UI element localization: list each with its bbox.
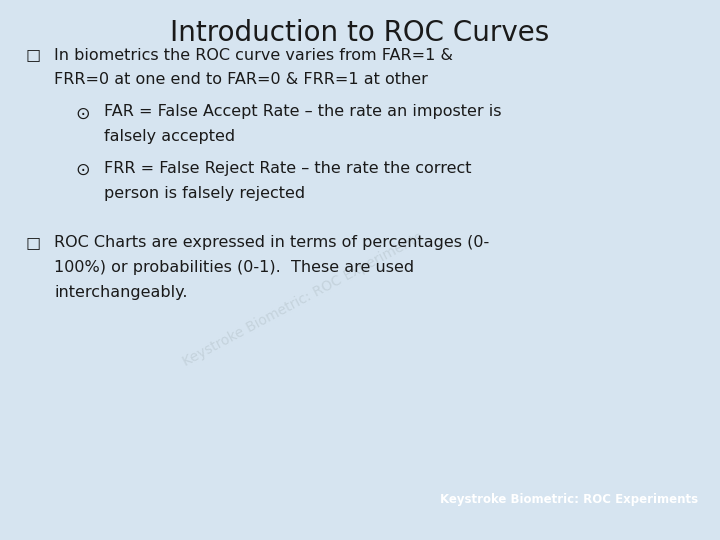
Text: FRR=0 at one end to FAR=0 & FRR=1 at other: FRR=0 at one end to FAR=0 & FRR=1 at oth… [54,72,428,87]
Text: falsely accepted: falsely accepted [104,129,235,144]
Text: In biometrics the ROC curve varies from FAR=1 &: In biometrics the ROC curve varies from … [54,48,453,63]
Text: □: □ [25,48,40,63]
Text: Introduction to ROC Curves: Introduction to ROC Curves [171,19,549,47]
Text: 100%) or probabilities (0-1).  These are used: 100%) or probabilities (0-1). These are … [54,260,414,275]
Text: ⊙: ⊙ [76,104,90,123]
Text: ⊙: ⊙ [76,161,90,179]
Text: FRR = False Reject Rate – the rate the correct: FRR = False Reject Rate – the rate the c… [104,161,472,176]
Text: interchangeably.: interchangeably. [54,285,187,300]
Text: Keystroke Biometric: ROC Experiments: Keystroke Biometric: ROC Experiments [440,494,698,507]
Text: Keystroke Biometric: ROC Experiments: Keystroke Biometric: ROC Experiments [180,230,425,369]
Text: ROC Charts are expressed in terms of percentages (0-: ROC Charts are expressed in terms of per… [54,235,490,251]
Text: □: □ [25,235,40,251]
Text: FAR = False Accept Rate – the rate an imposter is: FAR = False Accept Rate – the rate an im… [104,104,502,119]
Text: person is falsely rejected: person is falsely rejected [104,186,305,201]
